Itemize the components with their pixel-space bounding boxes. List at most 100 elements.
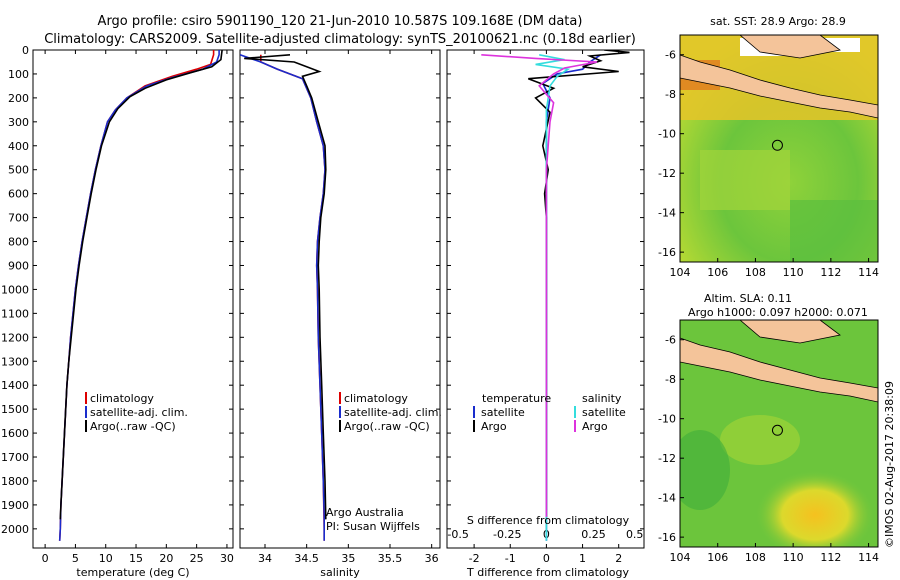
temperature-plot-frame (32, 49, 234, 549)
salinity-xlabel: salinity (320, 566, 360, 579)
map-lon-tick-label: 112 (820, 266, 841, 279)
map-lat-tick-label: -8 (665, 373, 676, 386)
legend-header-salinity: salinity (582, 392, 622, 405)
sla-high-blob (755, 470, 875, 547)
difference-secondary-tick-label: -0.5 (447, 528, 468, 541)
temperature-x-axis: 0 5 10 15 20 25 30 (42, 50, 234, 565)
salinity-series-argo-raw-qc (244, 54, 327, 520)
depth-tick-label: 500 (8, 164, 29, 177)
legend-label-satellite: satellite-adj. clim. (344, 406, 442, 419)
temperature-tick-label: 30 (220, 552, 234, 565)
difference-secondary-tick-label: 0.25 (581, 528, 606, 541)
temperature-tick-label: 0 (42, 552, 49, 565)
java-island (680, 337, 878, 403)
difference-top-xlabel: S difference from climatology (467, 514, 630, 527)
map-lat-tick-label: -16 (658, 246, 676, 259)
map-lat-tick-label: -16 (658, 531, 676, 544)
borneo-coast (739, 35, 841, 59)
difference-secondary-tick-label: 0.5 (626, 528, 644, 541)
depth-tick-label: 1300 (1, 355, 29, 368)
legend-label-argo: Argo(..raw -QC) (344, 420, 430, 433)
argo-position-marker (771, 139, 783, 151)
map-lat-tick-label: -10 (658, 413, 676, 426)
map-lon-tick-label: 112 (820, 551, 841, 564)
map-lon-tick-label: 108 (745, 551, 766, 564)
depth-tick-label: 1800 (1, 475, 29, 488)
legend-label-temp-argo: Argo (481, 420, 507, 433)
depth-tick-label: 1100 (1, 307, 29, 320)
sla-map-title-line2: Argo h1000: 0.097 h2000: 0.071 (688, 306, 868, 319)
depth-tick-label: 2000 (1, 523, 29, 536)
legend-label-sal-satellite: satellite (582, 406, 626, 419)
depth-tick-label: 800 (8, 236, 29, 249)
sst-patch (700, 150, 790, 210)
depth-tick-label: 300 (8, 116, 29, 129)
difference-tick-label: 0 (543, 552, 550, 565)
annotation-pi: PI: Susan Wijffels (326, 520, 420, 533)
difference-tick-label: 2 (615, 552, 622, 565)
depth-tick-label: 1400 (1, 379, 29, 392)
sst-map-axes: 104 106 108 110 112 114 -6 -8 -10 -12 -14 -16 (658, 49, 879, 279)
depth-tick-label: 1000 (1, 283, 29, 296)
imos-credit: ©IMOS 02-Aug-2017 20:38:09 (883, 381, 896, 548)
legend-label-climatology: climatology (90, 392, 154, 405)
borneo-coast (739, 320, 841, 344)
map-lon-tick-label: 110 (783, 551, 804, 564)
temperature-tick-label: 15 (129, 552, 143, 565)
temperature-legend: climatology satellite-adj. clim. Argo(..… (85, 392, 188, 433)
sla-patch (720, 415, 800, 465)
temperature-series-argo-raw-qc (59, 50, 223, 520)
map-lon-tick-label: 106 (707, 551, 728, 564)
legend-label-temp-satellite: satellite (481, 406, 525, 419)
map-lat-tick-label: -12 (658, 452, 676, 465)
legend-header-temperature: temperature (482, 392, 551, 405)
depth-axis: 0 100 200 300 400 500 600 700 800 900 1000 1100 1200… (1, 44, 644, 536)
legend-label-argo: Argo(..raw -QC) (90, 420, 176, 433)
salinity-series (240, 54, 327, 541)
map-lon-tick-label: 110 (783, 266, 804, 279)
temperature-tick-label: 10 (99, 552, 113, 565)
depth-tick-label: 1600 (1, 427, 29, 440)
salinity-legend: climatology satellite-adj. clim. Argo(..… (339, 392, 442, 433)
map-lon-tick-label: 108 (745, 266, 766, 279)
depth-tick-label: 700 (8, 212, 29, 225)
salinity-tick-label: 36 (425, 552, 439, 565)
depth-tick-label: 200 (8, 92, 29, 105)
annotation-argo-australia: Argo Australia (326, 506, 404, 519)
salinity-tick-label: 34.5 (294, 552, 319, 565)
depth-tick-label: 400 (8, 140, 29, 153)
salinity-plot-frame (239, 49, 441, 549)
salinity-tick-label: 34 (258, 552, 272, 565)
salinity-tick-label: 35.5 (378, 552, 403, 565)
difference-tick-label: 1 (579, 552, 586, 565)
difference-xlabel: T difference from climatology (466, 566, 629, 579)
difference-secondary-axis: -0.5 -0.25 0 0.25 0.5 (447, 528, 643, 541)
chart-title-line1: Argo profile: csiro 5901190_120 21-Jun-2… (98, 14, 583, 29)
map-lon-tick-label: 104 (670, 266, 691, 279)
map-lat-tick-label: -8 (665, 88, 676, 101)
difference-tick-label: -1 (505, 552, 516, 565)
legend-label-sal-argo: Argo (582, 420, 608, 433)
depth-tick-label: 1500 (1, 403, 29, 416)
java-island (680, 54, 878, 119)
sla-map-axes: 104 106 108 110 112 114 -6 -8 -10 -12 -14 -16 (658, 334, 879, 564)
map-lon-tick-label: 114 (858, 266, 879, 279)
depth-tick-label: 1200 (1, 331, 29, 344)
temperature-xlabel: temperature (deg C) (76, 566, 189, 579)
depth-tick-label: 1900 (1, 499, 29, 512)
depth-tick-label: 100 (8, 68, 29, 81)
argo-position-marker (771, 424, 783, 436)
legend-label-climatology: climatology (344, 392, 408, 405)
map-lat-tick-label: -6 (665, 334, 676, 347)
sla-low-patch (680, 430, 730, 510)
map-lon-tick-label: 114 (858, 551, 879, 564)
difference-secondary-tick-label: -0.25 (493, 528, 521, 541)
difference-series-salinity-argo (481, 54, 598, 517)
sst-map-title: sat. SST: 28.9 Argo: 28.9 (710, 15, 846, 28)
map-lat-tick-label: -14 (658, 207, 676, 220)
salinity-tick-label: 35 (341, 552, 355, 565)
temperature-series (58, 50, 223, 541)
temperature-tick-label: 25 (190, 552, 204, 565)
chart-title-line2: Climatology: CARS2009. Satellite-adjuste… (44, 32, 636, 47)
temperature-tick-label: 5 (72, 552, 79, 565)
